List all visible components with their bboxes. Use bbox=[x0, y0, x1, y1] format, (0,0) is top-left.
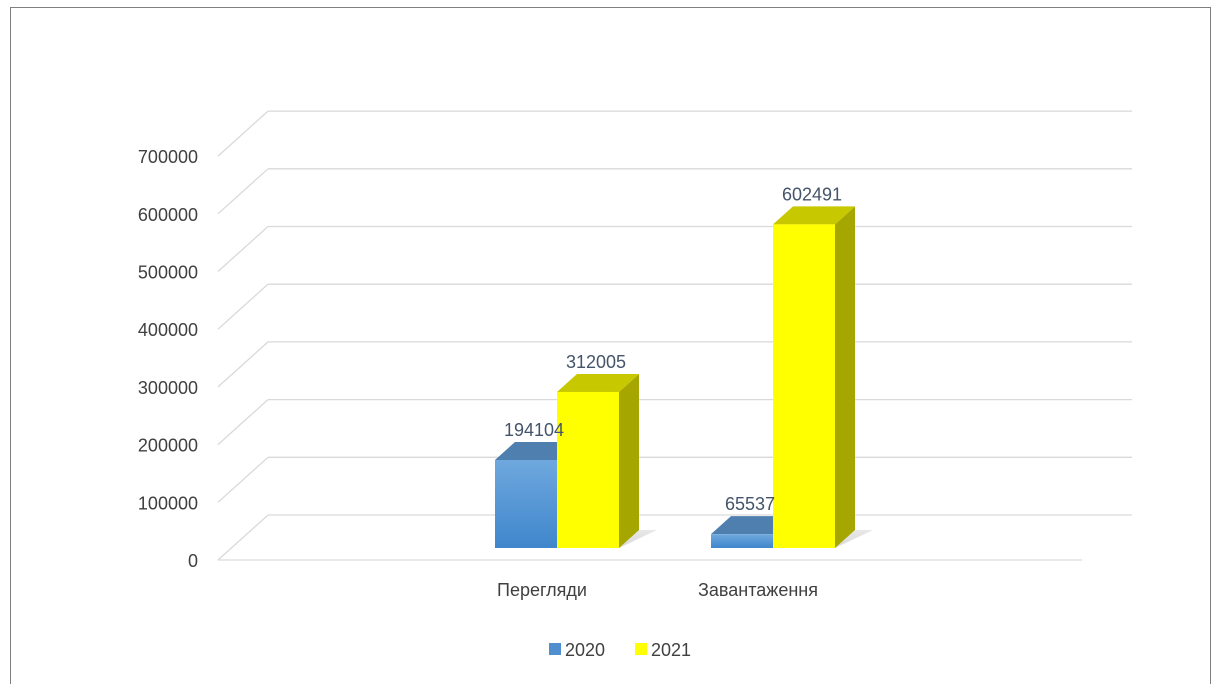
data-label: 312005 bbox=[566, 352, 626, 372]
bar-top bbox=[495, 442, 577, 461]
gridline-diagonal bbox=[217, 514, 269, 561]
y-tick-label: 400000 bbox=[138, 320, 198, 340]
bar-2020-1 bbox=[711, 534, 773, 548]
bar-top bbox=[711, 516, 793, 535]
gridline-diagonal bbox=[217, 341, 269, 388]
y-tick-label: 0 bbox=[188, 551, 198, 571]
gridline-diagonal bbox=[217, 456, 269, 503]
bar-top bbox=[773, 206, 855, 225]
x-category-label: Перегляди bbox=[497, 580, 587, 600]
legend-swatch bbox=[635, 643, 647, 655]
bar-top bbox=[557, 373, 639, 392]
x-category-label: Завантаження bbox=[698, 580, 818, 600]
gridline-diagonal bbox=[217, 226, 269, 272]
y-tick-label: 200000 bbox=[138, 436, 198, 456]
legend-swatch bbox=[549, 643, 561, 655]
y-tick-label: 700000 bbox=[138, 147, 198, 167]
data-label: 194104 bbox=[504, 420, 564, 440]
gridlines bbox=[217, 110, 1132, 561]
gridline-diagonal bbox=[217, 110, 269, 157]
y-axis-tick-labels: 0 100000 200000 300000 400000 500000 600000 700… bbox=[138, 147, 198, 571]
y-tick-label: 500000 bbox=[138, 263, 198, 283]
legend-entry-label: 2021 bbox=[651, 640, 691, 660]
chart-frame bbox=[10, 7, 1211, 684]
legend-entry-label: 2020 bbox=[565, 640, 605, 660]
data-label: 602491 bbox=[782, 184, 842, 204]
bar-2021-0 bbox=[557, 391, 619, 548]
y-tick-label: 100000 bbox=[138, 493, 198, 513]
bar-2021-1 bbox=[773, 224, 835, 549]
legend: 2020 2021 bbox=[549, 640, 691, 660]
y-tick-label: 600000 bbox=[138, 205, 198, 225]
x-axis-category-labels: Перегляди Завантаження bbox=[497, 580, 818, 600]
data-label: 65537 bbox=[725, 494, 775, 514]
y-tick-label: 300000 bbox=[138, 378, 198, 398]
gridline-diagonal bbox=[217, 168, 269, 215]
bar-2020-0 bbox=[495, 460, 557, 548]
bar-side bbox=[835, 206, 855, 549]
gridline-diagonal bbox=[217, 399, 269, 446]
data-labels: 194104 312005 65537 602491 bbox=[504, 184, 842, 514]
bar-side bbox=[619, 373, 639, 548]
bars bbox=[495, 206, 873, 549]
gridline-diagonal bbox=[217, 283, 269, 330]
